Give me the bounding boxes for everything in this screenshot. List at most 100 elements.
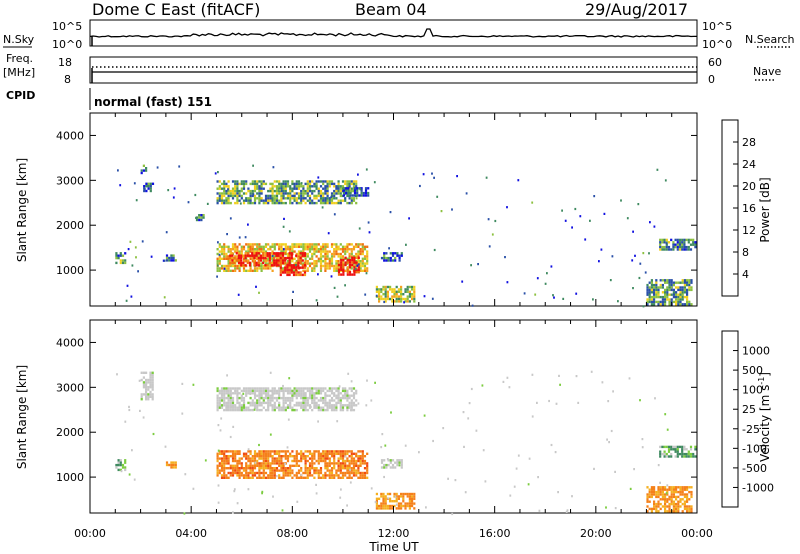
heatmap-cell xyxy=(242,387,246,390)
heatmap-cell xyxy=(657,490,660,494)
heatmap-cell xyxy=(655,505,658,508)
heatmap-cell xyxy=(120,470,123,473)
heatmap-cell xyxy=(355,180,358,183)
heatmap-cell xyxy=(302,396,305,400)
heatmap-cell xyxy=(271,392,274,395)
heatmap-cell xyxy=(249,401,252,405)
heatmap-cell xyxy=(322,264,325,268)
heatmap-cell xyxy=(411,293,414,296)
heatmap-cell xyxy=(350,459,353,463)
heatmap-cell xyxy=(337,245,340,248)
heatmap-cell xyxy=(260,476,263,479)
heatmap-cell xyxy=(217,171,219,174)
heatmap-cell xyxy=(270,264,274,267)
heatmap-cell xyxy=(260,269,263,272)
heatmap-cell xyxy=(216,474,219,477)
heatmap-cell xyxy=(264,254,267,257)
heatmap-cell xyxy=(269,394,272,397)
heatmap-cell xyxy=(342,259,345,262)
heatmap-cell xyxy=(357,268,360,271)
heatmap-cell xyxy=(359,252,362,256)
heatmap-cell xyxy=(262,199,265,202)
heatmap-cell xyxy=(267,389,270,393)
heatmap-cell xyxy=(295,266,298,269)
heatmap-cell xyxy=(267,201,270,205)
heatmap-cell xyxy=(330,474,334,477)
heatmap-cell xyxy=(115,261,118,265)
heatmap-cell xyxy=(322,406,325,409)
heatmap-cell xyxy=(689,248,693,251)
heatmap-cell xyxy=(436,195,439,198)
heatmap-cell xyxy=(653,298,656,301)
heatmap-cell xyxy=(115,254,118,257)
heatmap-cell xyxy=(227,255,230,258)
heatmap-cell xyxy=(234,182,237,186)
heatmap-cell xyxy=(363,264,367,268)
heatmap-cell xyxy=(335,189,338,193)
heatmap-cell xyxy=(359,248,362,251)
heatmap-cell xyxy=(328,459,331,463)
heatmap-cell xyxy=(348,187,351,190)
heatmap-cell xyxy=(260,462,263,465)
heatmap-cell xyxy=(683,286,686,289)
heatmap-cell xyxy=(333,387,336,390)
heatmap-cell xyxy=(253,389,257,393)
heatmap-cell xyxy=(249,476,252,479)
heatmap-cell xyxy=(337,467,340,470)
heatmap-cell xyxy=(344,284,346,287)
heatmap-cell xyxy=(220,404,224,407)
heatmap-cell xyxy=(341,394,345,397)
heatmap-cell xyxy=(225,450,228,453)
heatmap-cell xyxy=(147,393,150,396)
heatmap-cell xyxy=(236,194,239,198)
heatmap-cell xyxy=(681,245,684,249)
heatmap-cell xyxy=(468,402,471,405)
heatmap-cell xyxy=(251,399,254,402)
heatmap-cell xyxy=(297,469,301,472)
heatmap-cell xyxy=(288,273,291,277)
heatmap-cell xyxy=(258,464,261,467)
heatmap-cell xyxy=(347,191,350,195)
heatmap-cell xyxy=(301,264,304,267)
colorbar-tick-label: 1000 xyxy=(742,345,770,358)
heatmap-cell xyxy=(558,374,560,377)
heatmap-cell xyxy=(337,182,340,186)
heatmap-cell xyxy=(282,387,285,390)
heatmap-cell xyxy=(313,269,316,272)
heatmap-cell xyxy=(313,406,316,409)
heatmap-cell xyxy=(271,194,274,198)
heatmap-cell xyxy=(670,493,673,496)
heatmap-cell xyxy=(475,429,478,432)
heatmap-cell xyxy=(291,245,294,248)
heatmap-cell xyxy=(117,461,120,464)
heatmap-cell xyxy=(393,492,396,496)
heatmap-cell xyxy=(617,300,619,303)
heatmap-cell xyxy=(333,269,336,272)
heatmap-cell xyxy=(295,455,298,458)
heatmap-cell xyxy=(284,189,287,193)
heatmap-cell xyxy=(258,243,261,246)
heatmap-cell xyxy=(145,386,148,389)
heatmap-cell xyxy=(348,189,351,193)
noise-sky-trace xyxy=(89,28,697,38)
heatmap-cell xyxy=(225,269,228,272)
heatmap-cell xyxy=(657,288,660,292)
heatmap-cell xyxy=(273,259,276,262)
heatmap-cell xyxy=(413,492,416,496)
heatmap-cell xyxy=(227,262,230,265)
heatmap-cell xyxy=(142,164,145,167)
heatmap-cell xyxy=(240,406,243,409)
heatmap-cell xyxy=(247,471,250,475)
heatmap-cell xyxy=(299,256,302,260)
heatmap-cell xyxy=(271,250,274,253)
heatmap-cell xyxy=(326,243,329,246)
cpid-value: normal (fast) 151 xyxy=(94,95,212,109)
heatmap-cell xyxy=(278,192,281,195)
heatmap-cell xyxy=(306,459,309,463)
heatmap-cell xyxy=(355,392,358,395)
heatmap-cell xyxy=(304,387,307,390)
heatmap-cell xyxy=(315,264,318,268)
heatmap-cell xyxy=(685,452,688,456)
